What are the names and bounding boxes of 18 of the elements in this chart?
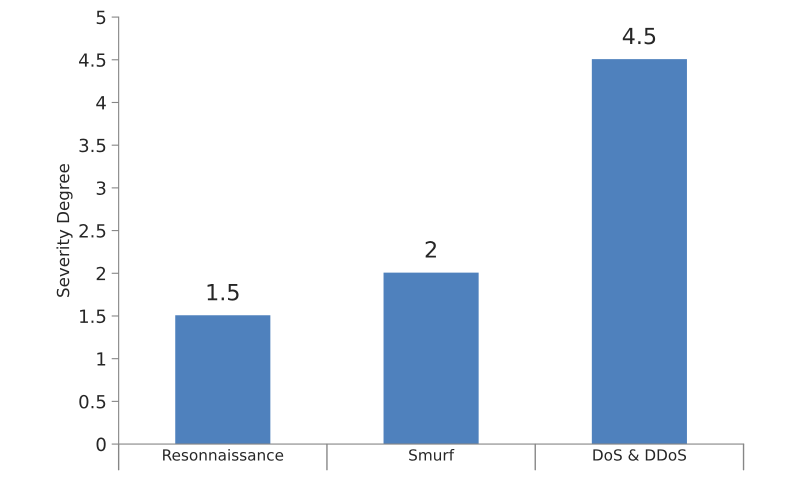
y-tick-label: 5 [96,10,106,24]
y-tick-label: 1.5 [80,310,106,324]
y-tick-label: 3.5 [80,138,106,152]
y-tick-label: 0 [96,438,106,452]
y-tick-label: 3 [96,181,106,195]
x-tick-label: Resonnaissance [163,448,284,461]
y-tick-label: 4 [96,96,106,110]
data-label: 2 [426,241,436,258]
y-axis-title: Severity Degree [56,164,73,297]
x-tick-label: Smurf [409,448,454,461]
y-tick-label: 4.5 [79,53,106,67]
x-tick-label: DoS & DDoS [593,449,686,461]
y-tick-label: 0.5 [79,394,106,408]
y-tick-label: 1 [97,352,106,366]
y-tick-label: 2 [96,266,106,280]
y-tick-label: 2.5 [79,224,106,238]
data-label: 4.5 [622,28,656,44]
data-label: 1.5 [208,284,239,301]
